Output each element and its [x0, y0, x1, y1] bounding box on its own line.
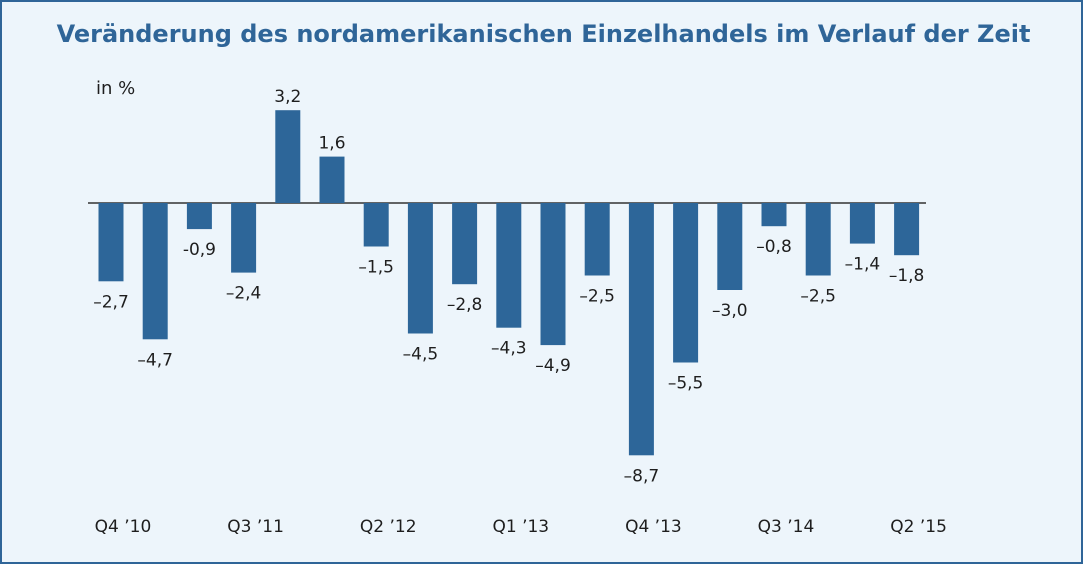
bar-12: [628, 203, 654, 456]
bar-3: [231, 203, 257, 273]
value-label-9: –4,3: [491, 339, 527, 359]
bar-14: [717, 203, 743, 290]
value-label-6: –1,5: [358, 258, 394, 278]
value-label-16: –2,5: [800, 287, 836, 307]
value-label-11: –2,5: [579, 287, 615, 307]
y-unit-label: in %: [96, 78, 136, 99]
bar-10: [540, 203, 566, 346]
value-label-17: –1,4: [845, 255, 881, 275]
x-tick-label-1: Q3 ’11: [227, 517, 284, 537]
value-label-14: –3,0: [712, 301, 748, 321]
value-label-12: –8,7: [624, 466, 660, 486]
value-label-15: –0,8: [756, 237, 792, 257]
bar-4: [275, 110, 301, 203]
bar-9: [496, 203, 522, 328]
value-label-18: –1,8: [889, 266, 925, 286]
value-label-2: -0,9: [183, 240, 216, 260]
bar-0: [98, 203, 124, 282]
value-label-13: –5,5: [668, 374, 704, 394]
bar-7: [407, 203, 433, 334]
x-tick-label-3: Q1 ’13: [492, 517, 549, 537]
bar-6: [363, 203, 389, 247]
chart-title: Veränderung des nordamerikanischen Einze…: [56, 20, 1031, 48]
x-tick-label-5: Q3 ’14: [758, 517, 815, 537]
value-label-4: 3,2: [274, 87, 301, 107]
x-tick-label-2: Q2 ’12: [360, 517, 417, 537]
bar-1: [142, 203, 168, 340]
value-label-3: –2,4: [226, 284, 262, 304]
value-label-1: –4,7: [137, 350, 173, 370]
bar-8: [452, 203, 478, 285]
x-tick-label-0: Q4 ’10: [95, 517, 152, 537]
bar-16: [805, 203, 831, 276]
value-label-5: 1,6: [318, 134, 345, 154]
value-label-7: –4,5: [403, 345, 439, 365]
value-label-0: –2,7: [93, 292, 129, 312]
bar-11: [584, 203, 610, 276]
bar-17: [849, 203, 875, 244]
bar-15: [761, 203, 787, 227]
bar-13: [673, 203, 699, 363]
bar-5: [319, 156, 345, 203]
value-label-10: –4,9: [535, 356, 571, 376]
x-tick-label-4: Q4 ’13: [625, 517, 682, 537]
x-tick-label-6: Q2 ’15: [890, 517, 947, 537]
bar-2: [186, 203, 212, 230]
value-label-8: –2,8: [447, 295, 483, 315]
bar-18: [894, 203, 920, 256]
